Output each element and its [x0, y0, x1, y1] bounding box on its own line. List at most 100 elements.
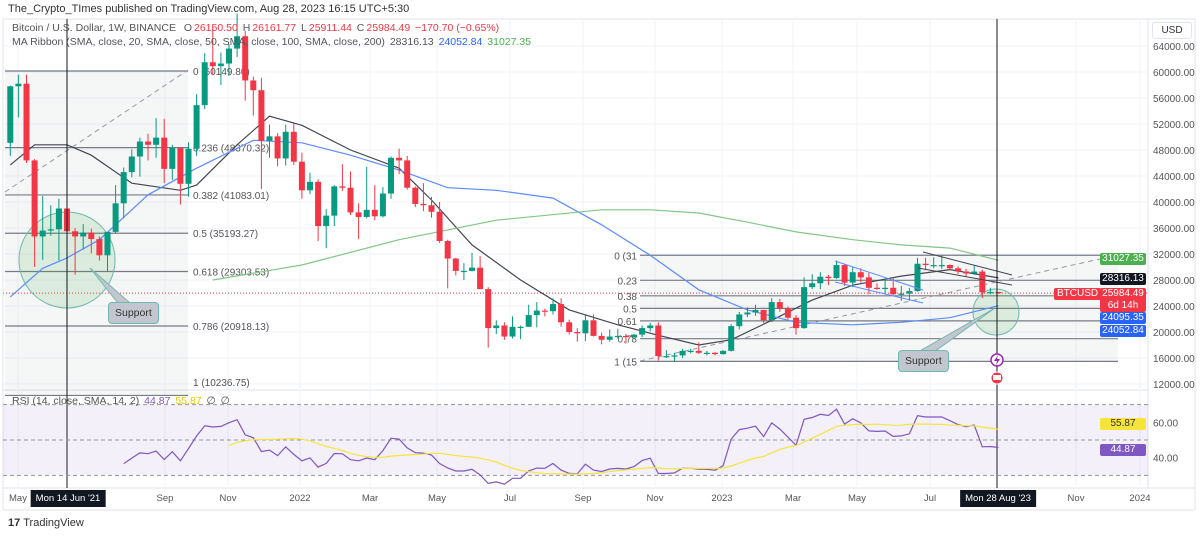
candle-body: [80, 232, 87, 237]
candle-body: [209, 62, 216, 67]
rsi-tick-label: 60.00: [1153, 418, 1178, 429]
candle-body: [145, 141, 151, 145]
time-tick-label: Jul: [923, 493, 937, 504]
ma200-badge: 31027.35: [1100, 253, 1146, 265]
candle: [857, 268, 864, 283]
candle: [987, 287, 994, 295]
support-callout-right[interactable]: Support: [898, 350, 949, 372]
candle: [622, 333, 629, 344]
fib-left-level-label: 0.382 (41083.01): [193, 191, 269, 202]
candle: [817, 272, 824, 290]
candle-body: [712, 352, 718, 355]
candle-body: [930, 265, 937, 267]
candle: [55, 198, 62, 261]
support-zone-right: [972, 288, 1020, 336]
candle-body: [849, 272, 856, 283]
candle: [201, 53, 208, 110]
time-tick-label: Sep: [156, 493, 174, 504]
candle: [833, 260, 840, 279]
candle: [687, 348, 694, 354]
candle-body: [874, 287, 880, 289]
candle: [298, 152, 305, 199]
candle: [420, 183, 427, 212]
candle: [153, 118, 160, 158]
fib-right-level-label: 0.23: [618, 276, 638, 287]
candle-body: [695, 350, 702, 353]
candle: [574, 328, 581, 342]
candle-body: [663, 356, 670, 358]
ma20-badge: 28316.13: [1100, 273, 1146, 285]
price-tick-label: 60000.00: [1153, 68, 1195, 79]
candle-body: [541, 310, 548, 312]
candle-body: [323, 215, 330, 227]
price-tick-label: 56000.00: [1153, 94, 1195, 105]
candle: [946, 264, 953, 271]
candle: [874, 283, 880, 290]
candle: [865, 272, 872, 295]
candle-body: [995, 292, 1002, 294]
candle: [606, 329, 613, 342]
rsi-legend: RSI (14, close, SMA, 14, 2) 44.87 55.87 …: [12, 395, 232, 407]
symbol-name: Bitcoin / U.S. Dollar, 1W, BINANCE: [12, 22, 176, 34]
time-tick-label: Mar: [784, 493, 802, 504]
candle: [23, 74, 30, 163]
candle: [226, 44, 232, 76]
candle-body: [404, 160, 411, 188]
fib-right-trendline: [639, 254, 1119, 362]
candle-body: [922, 263, 929, 266]
candle-body: [47, 229, 54, 231]
candle: [96, 236, 103, 261]
candle-body: [817, 276, 824, 284]
candle-body: [566, 322, 573, 332]
candle-body: [282, 131, 289, 159]
candle-body: [31, 160, 38, 237]
currency-button[interactable]: USD: [1152, 22, 1192, 39]
tradingview-logo[interactable]: 17 TradingView: [8, 517, 84, 529]
ma200-value: 31027.35: [487, 36, 532, 48]
candle-body: [647, 325, 654, 329]
candle-body: [639, 328, 646, 335]
candle-body: [242, 36, 249, 81]
candle: [558, 298, 565, 327]
candle-body: [120, 172, 127, 204]
candle: [15, 74, 22, 118]
time-tick-label: Nov: [219, 493, 237, 504]
candle-body: [193, 105, 200, 149]
candle-body: [234, 36, 241, 49]
ma50-badge: 24052.84: [1100, 325, 1146, 337]
close-label: C: [356, 22, 365, 34]
candle-body: [979, 271, 986, 293]
candle: [185, 142, 192, 197]
candle-body: [331, 186, 338, 216]
time-tick-label: Mar: [361, 493, 379, 504]
lightning-glyph-icon: [994, 355, 1000, 365]
candle-body: [533, 310, 540, 316]
fib-left-level-label: 0.236 (48370.32): [193, 144, 269, 155]
support-callout-left[interactable]: Support: [108, 302, 159, 324]
candle: [485, 287, 492, 348]
price-tick-label: 52000.00: [1153, 120, 1195, 131]
candle: [509, 316, 516, 339]
candle-body: [412, 187, 419, 204]
candle: [849, 267, 856, 288]
candle-body: [890, 287, 897, 295]
price-tick-label: 40000.00: [1153, 198, 1195, 209]
high-value: 26161.77: [252, 22, 297, 34]
candle: [752, 304, 759, 316]
candle-body: [703, 352, 710, 354]
candle: [963, 268, 970, 277]
candle: [31, 159, 38, 267]
candle-body: [784, 308, 791, 318]
candle: [7, 85, 14, 156]
candle: [882, 278, 889, 294]
candle: [274, 133, 281, 167]
candle: [533, 302, 540, 328]
candle: [444, 239, 451, 289]
fib-right-level-label: 1 (15: [614, 357, 637, 368]
candle-body: [882, 287, 889, 289]
candle: [955, 266, 961, 275]
time-tick-label: May: [848, 493, 866, 504]
candle-body: [266, 136, 273, 141]
countdown: 6d 14h: [1107, 300, 1139, 311]
